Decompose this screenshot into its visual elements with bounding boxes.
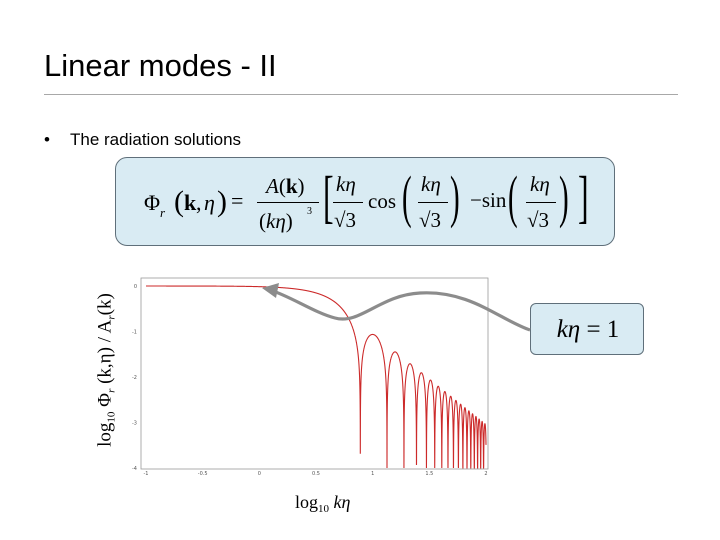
y-tick-label: -4 bbox=[132, 466, 137, 472]
equation-box: Φ r ( k , η ) = A(k) (kη) 3 [ ] kη √3 co… bbox=[115, 157, 615, 246]
callout-arrow bbox=[269, 288, 531, 332]
callout-text: kη = 1 bbox=[556, 316, 620, 343]
x-tick-label: -1 bbox=[144, 471, 149, 477]
x-tick-label: 0 bbox=[258, 471, 261, 477]
bullet-item: • The radiation solutions bbox=[44, 130, 241, 150]
title-divider bbox=[44, 94, 678, 95]
x-tick-label: 0.5 bbox=[312, 471, 320, 477]
y-tick-label: -3 bbox=[132, 421, 137, 427]
x-tick-label: 1.5 bbox=[425, 471, 433, 477]
arrow-head bbox=[262, 283, 279, 298]
x-tick-label: 1 bbox=[371, 471, 374, 477]
x-tick-label: -0.5 bbox=[198, 471, 208, 477]
radiation-solution-equation: Φ r ( k , η ) = A(k) (kη) 3 [ ] kη √3 co… bbox=[144, 164, 589, 233]
tick-group: -1 -0.5 0 0.5 1 1.5 2 0 -1 -2 -3 -4 bbox=[132, 284, 488, 477]
potential-curve bbox=[146, 285, 487, 469]
slide-title: Linear modes - II bbox=[44, 48, 277, 83]
bullet-text: The radiation solutions bbox=[70, 130, 242, 149]
bullet-dot: • bbox=[44, 130, 50, 149]
y-tick-label: -1 bbox=[132, 330, 137, 336]
kn-equals-one-callout: kη = 1 bbox=[530, 303, 644, 355]
x-axis-label: log10 kη bbox=[295, 492, 351, 515]
y-tick-label: -2 bbox=[132, 375, 137, 381]
y-tick-label: 0 bbox=[134, 284, 137, 290]
plot-frame bbox=[140, 277, 489, 470]
y-axis-label: log10 Φr (k,η) / Ar(k) bbox=[94, 293, 118, 447]
x-tick-label: 2 bbox=[484, 471, 487, 477]
